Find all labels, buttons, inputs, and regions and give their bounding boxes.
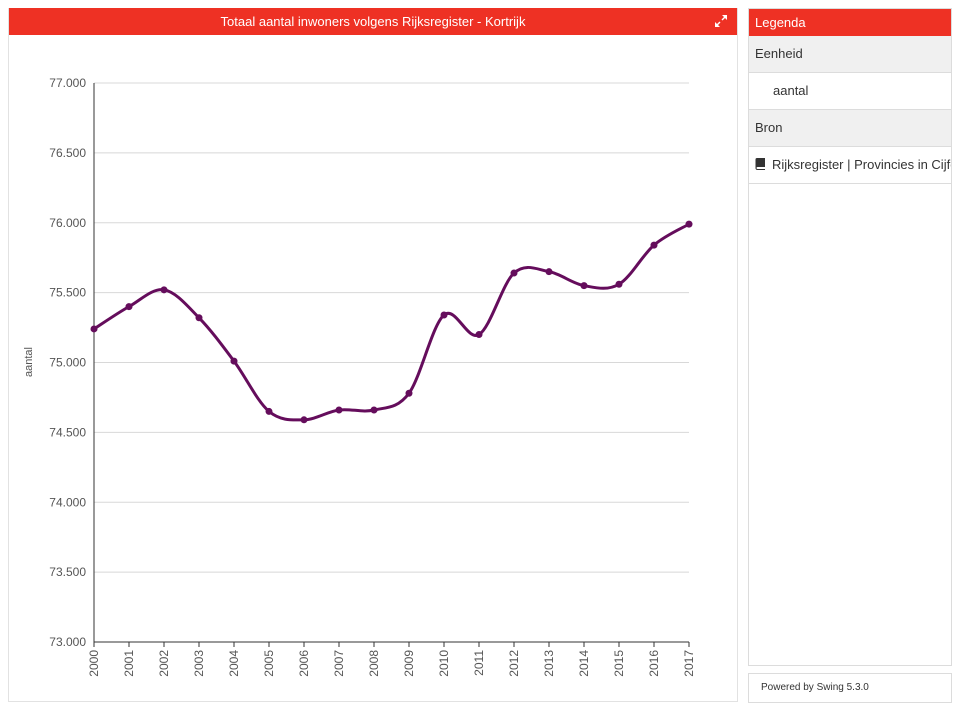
y-tick-label: 76.000	[49, 216, 86, 230]
x-tick-label: 2000	[87, 650, 101, 677]
data-point	[545, 268, 553, 276]
expand-icon[interactable]	[713, 13, 729, 29]
source-heading: Bron	[749, 110, 951, 147]
chart-panel: Totaal aantal inwoners volgens Rijksregi…	[8, 8, 738, 702]
data-points	[90, 220, 693, 424]
x-tick-label: 2016	[647, 650, 661, 677]
x-tick-label: 2008	[367, 650, 381, 677]
x-tick-label: 2011	[472, 650, 486, 676]
data-point	[230, 357, 238, 365]
x-tick-label: 2014	[577, 650, 591, 677]
x-tick-label: 2004	[227, 650, 241, 677]
powered-by: Powered by Swing 5.3.0	[748, 673, 952, 703]
y-tick-labels: 73.000 73.500 74.000 74.500 75.000 75.500 76.0…	[49, 76, 86, 649]
y-tick-label: 75.000	[49, 356, 86, 370]
y-tick-label: 73.000	[49, 635, 86, 649]
line-chart: 73.000 73.500 74.000 74.500 75.000 75.500 76.0…	[23, 76, 696, 677]
legend-header: Legenda	[749, 9, 951, 36]
x-tick-label: 2013	[542, 650, 556, 677]
data-point	[265, 407, 273, 415]
y-tick-label: 73.500	[49, 565, 86, 579]
axes	[93, 83, 689, 643]
y-tick-label: 74.000	[49, 495, 86, 509]
x-tick-label: 2006	[297, 650, 311, 677]
data-point	[370, 406, 378, 414]
y-tick-label: 74.500	[49, 425, 86, 439]
book-icon	[755, 158, 765, 170]
data-point	[125, 303, 133, 311]
unit-heading: Eenheid	[749, 36, 951, 73]
x-tick-label: 2009	[402, 650, 416, 677]
data-point	[300, 416, 308, 424]
x-tick-label: 2003	[192, 650, 206, 677]
source-text: Rijksregister | Provincies in Cijfers	[772, 157, 951, 172]
series-line	[92, 222, 691, 422]
data-point	[510, 269, 518, 277]
x-tick-label: 2015	[612, 650, 626, 677]
grid-lines	[94, 82, 689, 573]
y-axis-label: aantal	[23, 347, 35, 377]
x-tick-label: 2001	[122, 650, 136, 677]
data-point	[335, 406, 343, 414]
data-point	[615, 280, 623, 288]
x-tick-label: 2007	[332, 650, 346, 677]
x-tick-label: 2005	[262, 650, 276, 677]
x-tick-labels: 2000 2001 2002 2003 2004 2005 2006 2007 2008 2009…	[87, 642, 696, 677]
data-point	[650, 241, 658, 249]
chart-header: Totaal aantal inwoners volgens Rijksregi…	[9, 8, 737, 35]
legend-panel: Legenda Eenheid aantal Bron Rijksregiste…	[748, 8, 952, 666]
x-tick-label: 2002	[157, 650, 171, 677]
data-point	[685, 220, 693, 228]
data-point	[90, 325, 98, 333]
x-tick-label: 2017	[682, 650, 696, 677]
chart-title: Totaal aantal inwoners volgens Rijksregi…	[220, 14, 526, 29]
x-tick-label: 2010	[437, 650, 451, 677]
data-point	[580, 282, 588, 290]
data-point	[440, 311, 448, 319]
data-point	[195, 314, 203, 322]
unit-value: aantal	[749, 73, 951, 110]
data-point	[160, 286, 168, 294]
y-tick-label: 75.500	[49, 286, 86, 300]
source-item[interactable]: Rijksregister | Provincies in Cijfers	[749, 147, 951, 184]
y-tick-label: 76.500	[49, 146, 86, 160]
y-tick-label: 77.000	[49, 76, 86, 90]
data-point	[475, 331, 483, 339]
data-point	[405, 389, 413, 397]
x-tick-label: 2012	[507, 650, 521, 677]
